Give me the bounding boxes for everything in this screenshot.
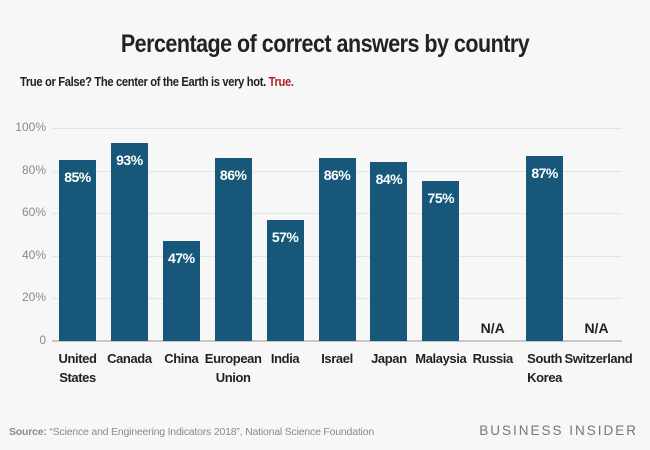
x-axis-category-label: Israel bbox=[321, 351, 353, 366]
x-axis-category-label: India bbox=[270, 351, 300, 366]
source-text: “Science and Engineering Indicators 2018… bbox=[46, 426, 374, 438]
y-tick-label: 40% bbox=[21, 247, 46, 262]
y-tick-label: 100% bbox=[15, 120, 46, 134]
bar bbox=[266, 219, 304, 341]
gridline bbox=[52, 128, 622, 129]
x-axis-category-label: China bbox=[164, 351, 199, 366]
bar-value-label: 57% bbox=[271, 228, 299, 245]
bar-value-label: 86% bbox=[323, 166, 351, 183]
bar bbox=[214, 157, 252, 341]
chart-subtitle: True or False? The center of the Earth i… bbox=[20, 74, 294, 89]
brand-logo: BUSINESS INSIDER bbox=[479, 423, 638, 438]
bar bbox=[162, 240, 200, 341]
x-axis-category-label: Malaysia bbox=[415, 351, 467, 366]
bar bbox=[422, 181, 460, 341]
x-axis-category-label: South Korea bbox=[527, 351, 563, 385]
question-text: True or False? The center of the Earth i… bbox=[20, 74, 266, 89]
x-axis-category-label: United States bbox=[58, 351, 97, 385]
chart-title: Percentage of correct answers by country bbox=[120, 30, 530, 58]
bar bbox=[526, 155, 564, 341]
bar bbox=[370, 162, 408, 341]
bar-chart-plot: 0 20% 40% 60% 80% 100% 85% United States 93% Canad… bbox=[15, 120, 633, 385]
y-tick-label: 0 bbox=[39, 333, 46, 347]
bar-value-label: 85% bbox=[64, 168, 91, 185]
bar bbox=[318, 157, 356, 341]
na-value-label: N/A bbox=[584, 320, 609, 336]
bar bbox=[59, 159, 96, 341]
na-value-label: N/A bbox=[480, 320, 505, 336]
x-axis-category-label: Canada bbox=[107, 351, 152, 366]
bar-value-label: 87% bbox=[531, 164, 558, 181]
y-tick-label: 80% bbox=[21, 162, 46, 177]
source-label: Source: bbox=[9, 426, 47, 438]
bar-value-label: 86% bbox=[219, 166, 247, 183]
answer-text: True. bbox=[268, 74, 294, 89]
y-tick-label: 20% bbox=[21, 290, 46, 305]
bar-value-label: 84% bbox=[375, 171, 403, 188]
source-note: Source: “Science and Engineering Indicat… bbox=[9, 426, 374, 438]
bar bbox=[110, 142, 148, 341]
x-axis-category-label: Russia bbox=[472, 351, 514, 366]
bar-value-label: 75% bbox=[427, 190, 455, 207]
baseline bbox=[52, 340, 622, 342]
bar-value-label: 47% bbox=[168, 249, 195, 266]
x-axis-category-label: European Union bbox=[204, 351, 262, 385]
bar-value-label: 93% bbox=[116, 151, 143, 168]
y-tick-label: 60% bbox=[21, 205, 46, 220]
x-axis-category-label: Japan bbox=[371, 351, 407, 366]
x-axis-category-label: Switzerland bbox=[564, 351, 633, 366]
